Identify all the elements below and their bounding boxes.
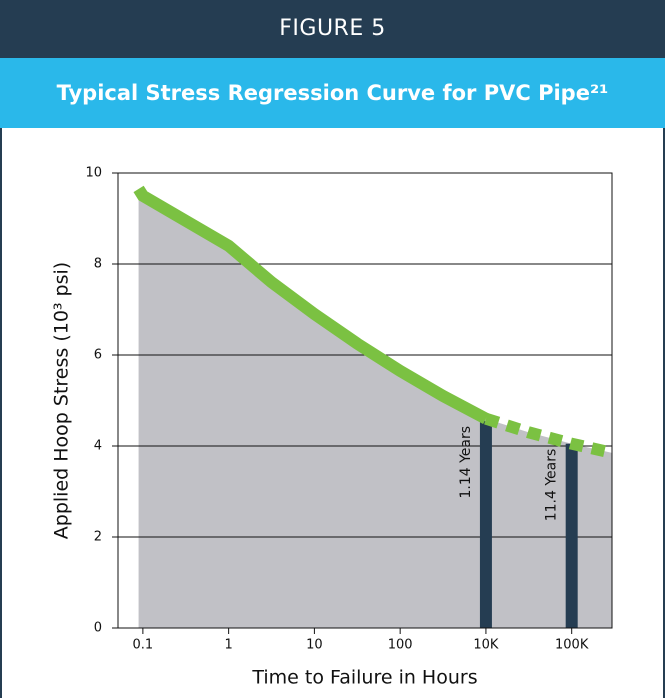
x-tick-label: 1: [224, 638, 232, 653]
chart-frame: 0 2 4 6 8 10 0.1 1 10 100 10K 100K 1.14 Years 11.4 Ye…: [0, 128, 665, 698]
y-axis-label: Applied Hoop Stress (10³ psi): [51, 262, 73, 539]
title-banner: Typical Stress Regression Curve for PVC …: [0, 58, 665, 128]
x-tick-label: 100: [388, 638, 413, 653]
y-tick-label: 4: [94, 439, 102, 454]
x-tick-label: 0.1: [133, 638, 154, 653]
y-tick-label: 0: [94, 621, 102, 636]
marker-label: 1.14 Years: [458, 426, 474, 499]
y-tick-label: 6: [94, 348, 102, 363]
curve: [133, 185, 489, 425]
x-tick-label: 10K: [473, 638, 499, 653]
figure-banner: FIGURE 5: [0, 0, 665, 58]
y-tick-label: 8: [94, 257, 102, 272]
chart: 0 2 4 6 8 10 0.1 1 10 100 10K 100K 1.14 Years 11.4 Ye…: [51, 166, 614, 689]
y-tick-label: 10: [85, 166, 102, 181]
plot-border: [117, 172, 613, 629]
area-fill: [138, 188, 613, 629]
x-tick-label: 10: [306, 638, 323, 653]
x-tick-label: 100K: [555, 638, 589, 653]
curve: [484, 412, 614, 459]
x-axis-label: Time to Failure in Hours: [251, 667, 477, 689]
marker-bar: [479, 420, 492, 628]
y-tick-label: 2: [94, 530, 102, 545]
marker-bar: [565, 443, 578, 628]
marker-label: 11.4 Years: [544, 449, 560, 522]
